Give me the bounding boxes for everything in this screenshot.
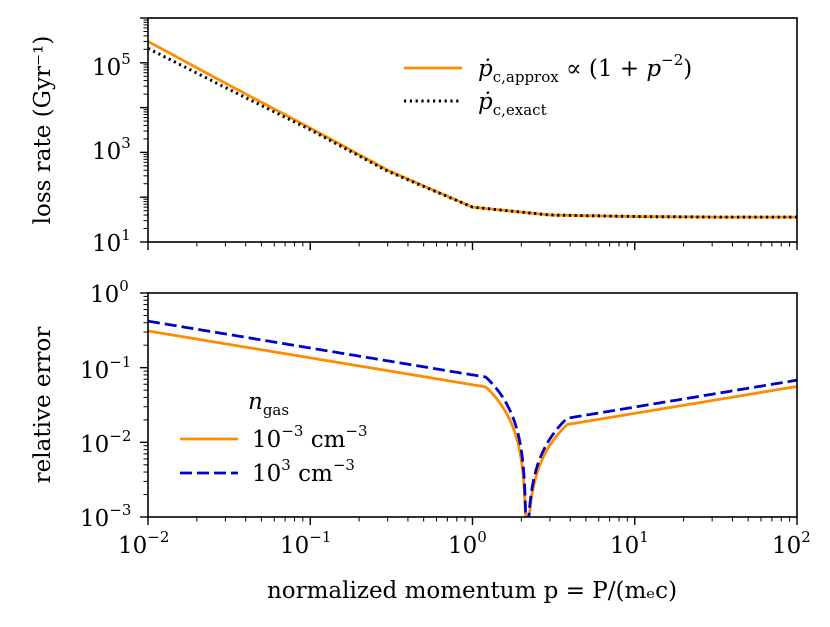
bottom-axes-frame: [147, 292, 798, 518]
legend-label-exact: ṗc,exact: [478, 89, 547, 119]
top-axes-frame: [147, 17, 798, 243]
legend-label-approx: ṗc,approx ∝ (1 + p−2): [478, 51, 692, 86]
xtick-label: 10−1: [280, 528, 331, 559]
xtick-label: 100: [448, 528, 487, 559]
bottom-ytick-label: 10−1: [80, 353, 131, 384]
xlabel: normalized momentum p = P/(mₑc): [267, 578, 677, 604]
bottom-ytick-label: 10−2: [80, 427, 131, 458]
top-ylabel: loss rate (Gyr⁻¹): [30, 36, 56, 225]
series-line-exact: [148, 47, 797, 219]
bottom-ytick-label: 10−3: [80, 501, 131, 532]
top-ytick-label: 101: [92, 226, 131, 257]
bottom-ytick-label: 100: [90, 277, 129, 308]
series-line-low-density: [148, 329, 797, 517]
legend-title: ngas: [248, 389, 289, 419]
xtick-label: 10−2: [118, 528, 169, 559]
top-ytick-label: 103: [92, 134, 131, 165]
series-line-approx: [148, 40, 797, 219]
top-ytick-label: 105: [92, 50, 131, 81]
xtick-label: 101: [610, 528, 649, 559]
legend-label-low-density: 10−3 cm−3: [252, 422, 368, 453]
legend-label-high-density: 103 cm−3: [252, 456, 355, 487]
xtick-label: 102: [772, 528, 811, 559]
bottom-ylabel: relative error: [30, 327, 56, 484]
series-line-high-density: [148, 319, 797, 517]
